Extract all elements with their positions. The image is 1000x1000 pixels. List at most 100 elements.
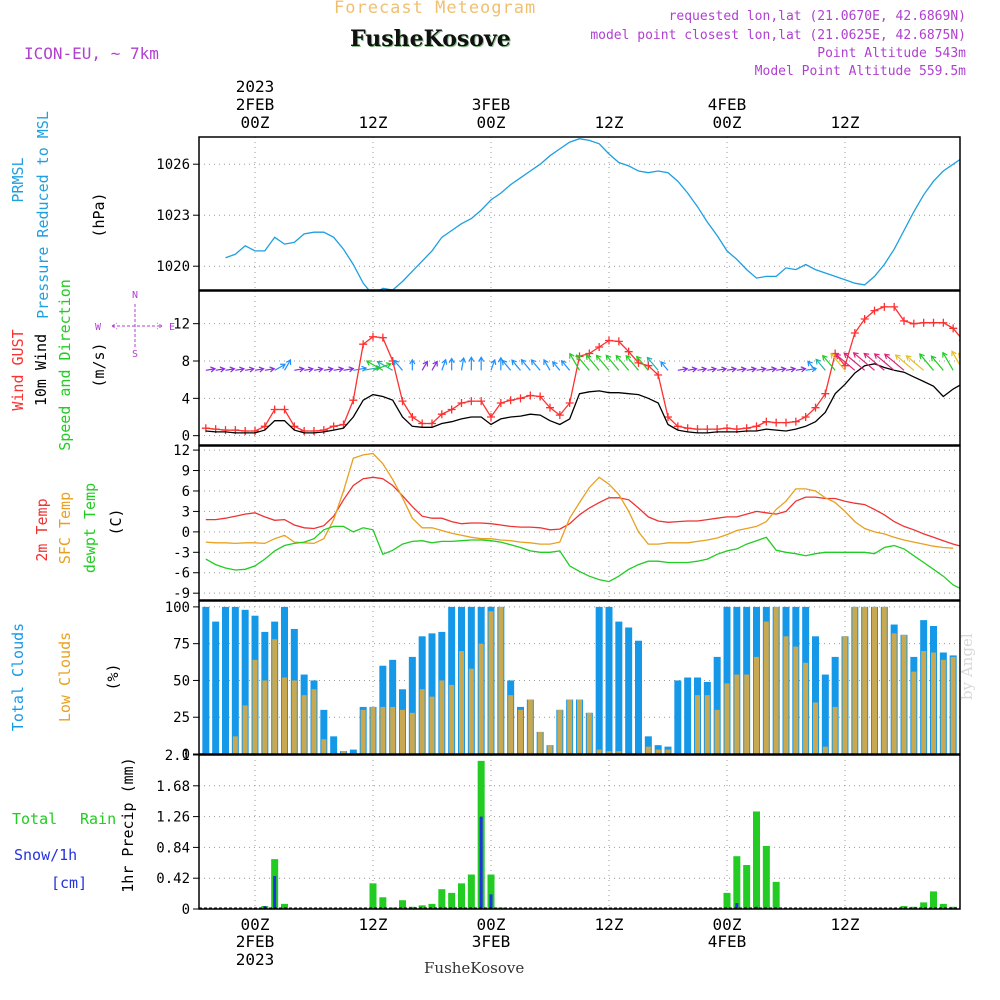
wind-arrowhead	[530, 359, 537, 366]
bottom-axis-hour: 00Z	[241, 915, 270, 934]
low-cloud-bar	[950, 656, 956, 754]
wind-arrowhead	[385, 362, 392, 369]
gust-marker	[880, 302, 889, 311]
wind-arrowhead	[365, 360, 372, 366]
low-cloud-bar	[891, 633, 897, 754]
gust-marker	[664, 413, 672, 421]
low-cloud-bar	[724, 683, 730, 754]
wind-arrowhead	[317, 366, 324, 373]
wind-arrow	[294, 368, 304, 371]
low-cloud-bar	[459, 651, 464, 754]
wind-arrowhead	[800, 366, 807, 373]
low-cloud-bar	[773, 606, 779, 754]
low-cloud-bar	[498, 606, 504, 754]
gust-marker	[437, 410, 446, 419]
wind-arrowhead	[660, 361, 666, 367]
series-line-prmsl	[225, 138, 960, 290]
low-cloud-bar	[832, 706, 838, 754]
gust-marker	[673, 422, 682, 431]
rain-bar	[458, 883, 465, 909]
wind-arrow	[569, 353, 581, 371]
gust-marker	[595, 343, 604, 351]
wind-arrow	[615, 355, 630, 371]
requested-coords: requested lon,lat (21.0670E, 42.6869N)	[668, 9, 966, 24]
gust-marker	[536, 392, 545, 401]
y-axis-label: Wind GUST	[9, 329, 27, 410]
low-cloud-bar	[665, 749, 671, 754]
wind-arrowhead	[552, 361, 558, 367]
wind-arrowhead	[721, 366, 728, 373]
low-cloud-bar	[596, 749, 602, 754]
wind-arrow	[605, 355, 620, 371]
wind-arrow	[815, 359, 826, 371]
panel-frame	[198, 445, 961, 601]
wind-arrow	[736, 368, 746, 371]
wind-arrow	[830, 353, 846, 371]
wind-arrowhead	[930, 355, 937, 362]
wind-arrow	[561, 360, 571, 371]
wind-arrowhead	[852, 352, 859, 358]
y-axis-label: Pressure Reduced to MSL	[34, 111, 52, 319]
wind-arrow	[843, 352, 866, 371]
wind-arrow	[377, 361, 393, 371]
rain-bar	[723, 892, 731, 909]
gust-marker	[860, 315, 869, 323]
wind-arrow	[707, 368, 717, 371]
gust-marker	[989, 341, 997, 349]
low-cloud-bar	[842, 636, 848, 754]
gust-marker	[516, 394, 525, 403]
wind-arrowhead	[448, 357, 455, 364]
wind-arrow	[353, 367, 367, 371]
wind-arrowhead	[307, 366, 314, 373]
gust-marker	[831, 349, 840, 358]
gust-marker	[683, 424, 692, 433]
panel-frame	[198, 136, 961, 291]
gust-marker	[280, 405, 289, 414]
gust-marker	[762, 417, 771, 426]
low-cloud-bar	[360, 709, 366, 754]
wind-arrowhead	[730, 366, 738, 373]
wind-arrow	[746, 368, 756, 371]
gust-marker	[428, 419, 436, 428]
gust-marker	[703, 425, 712, 434]
low-cloud-bar	[901, 634, 907, 754]
low-cloud-bar	[321, 739, 327, 754]
total-cloud-bar	[713, 656, 721, 754]
panels-layer: 1020 1023 1026 PRMSL Pressure Reduced to MSL…	[9, 111, 997, 918]
panel-frame	[198, 600, 961, 755]
wind-arrowhead	[815, 358, 822, 365]
gust-marker	[644, 361, 653, 370]
low-cloud-bar	[252, 659, 258, 754]
wind-arrowhead	[348, 366, 355, 373]
low-cloud-bar	[695, 695, 700, 754]
wind-arrowhead	[919, 353, 925, 360]
gust-marker	[290, 422, 299, 431]
y-tick-label: 8	[182, 354, 190, 370]
low-cloud-bar	[714, 709, 720, 754]
panel-pressure: 1020 1023 1026 PRMSL Pressure Reduced to MSL…	[9, 111, 961, 319]
low-cloud-bar	[754, 656, 759, 754]
wind-arrow	[930, 355, 944, 371]
gust-marker	[555, 411, 564, 420]
location-title: FusheKosove	[350, 26, 511, 52]
wind-arrowhead	[972, 352, 976, 357]
bottom-axis-date: 2FEB	[236, 932, 275, 951]
low-cloud-bar	[468, 668, 474, 754]
low-cloud-bar	[547, 745, 553, 754]
bottom-axis-date: 3FEB	[472, 932, 511, 951]
wind-arrow	[822, 355, 836, 371]
y-tick-label: 0.84	[156, 840, 190, 856]
wind-arrowhead	[711, 366, 718, 373]
wind-arrowhead	[585, 354, 592, 361]
total-cloud-bar	[684, 677, 692, 754]
low-cloud-bar	[744, 674, 750, 754]
low-cloud-bar	[931, 652, 936, 754]
gust-marker	[369, 332, 377, 341]
low-cloud-bar	[577, 699, 582, 754]
low-cloud-bar	[341, 751, 346, 754]
gust-marker	[300, 427, 309, 435]
gust-marker	[654, 371, 663, 379]
legend-snow: Snow/1h	[14, 846, 77, 864]
plot-area-temperature	[205, 452, 960, 590]
wind-arrowhead	[285, 358, 292, 365]
